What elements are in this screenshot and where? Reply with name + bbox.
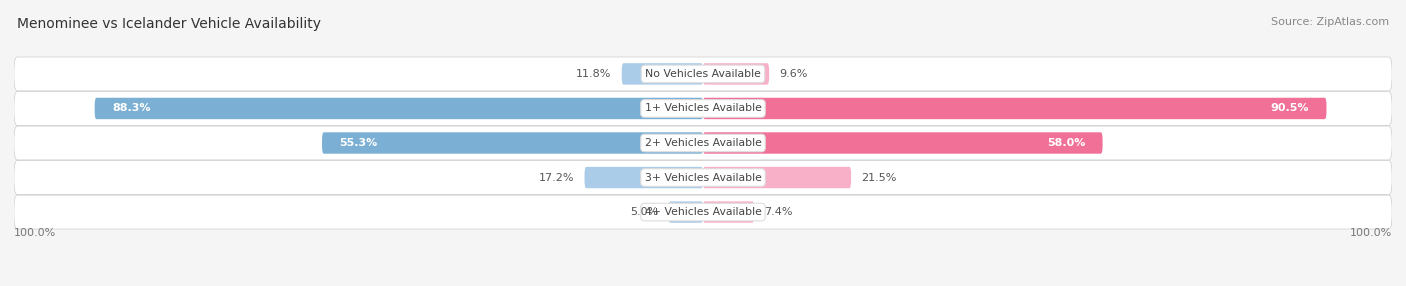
Text: 9.6%: 9.6% xyxy=(779,69,808,79)
FancyBboxPatch shape xyxy=(14,161,1392,194)
Text: No Vehicles Available: No Vehicles Available xyxy=(645,69,761,79)
Text: 3+ Vehicles Available: 3+ Vehicles Available xyxy=(644,172,762,182)
Text: 5.0%: 5.0% xyxy=(630,207,658,217)
Text: 55.3%: 55.3% xyxy=(339,138,377,148)
Text: 88.3%: 88.3% xyxy=(112,104,150,114)
Text: 1+ Vehicles Available: 1+ Vehicles Available xyxy=(644,104,762,114)
Text: 90.5%: 90.5% xyxy=(1271,104,1309,114)
FancyBboxPatch shape xyxy=(703,132,1102,154)
FancyBboxPatch shape xyxy=(703,167,851,188)
FancyBboxPatch shape xyxy=(14,92,1392,125)
Text: 58.0%: 58.0% xyxy=(1047,138,1085,148)
FancyBboxPatch shape xyxy=(322,132,703,154)
FancyBboxPatch shape xyxy=(703,98,1326,119)
FancyBboxPatch shape xyxy=(14,126,1392,160)
FancyBboxPatch shape xyxy=(14,57,1392,91)
Text: 7.4%: 7.4% xyxy=(765,207,793,217)
Text: 21.5%: 21.5% xyxy=(862,172,897,182)
FancyBboxPatch shape xyxy=(703,201,754,223)
Text: 17.2%: 17.2% xyxy=(538,172,574,182)
Text: Menominee vs Icelander Vehicle Availability: Menominee vs Icelander Vehicle Availabil… xyxy=(17,17,321,31)
FancyBboxPatch shape xyxy=(703,63,769,85)
FancyBboxPatch shape xyxy=(621,63,703,85)
FancyBboxPatch shape xyxy=(94,98,703,119)
FancyBboxPatch shape xyxy=(669,201,703,223)
FancyBboxPatch shape xyxy=(585,167,703,188)
Text: 100.0%: 100.0% xyxy=(14,229,56,239)
Text: 11.8%: 11.8% xyxy=(576,69,612,79)
Text: Source: ZipAtlas.com: Source: ZipAtlas.com xyxy=(1271,17,1389,27)
FancyBboxPatch shape xyxy=(14,195,1392,229)
Text: 100.0%: 100.0% xyxy=(1350,229,1392,239)
Text: 2+ Vehicles Available: 2+ Vehicles Available xyxy=(644,138,762,148)
Text: 4+ Vehicles Available: 4+ Vehicles Available xyxy=(644,207,762,217)
